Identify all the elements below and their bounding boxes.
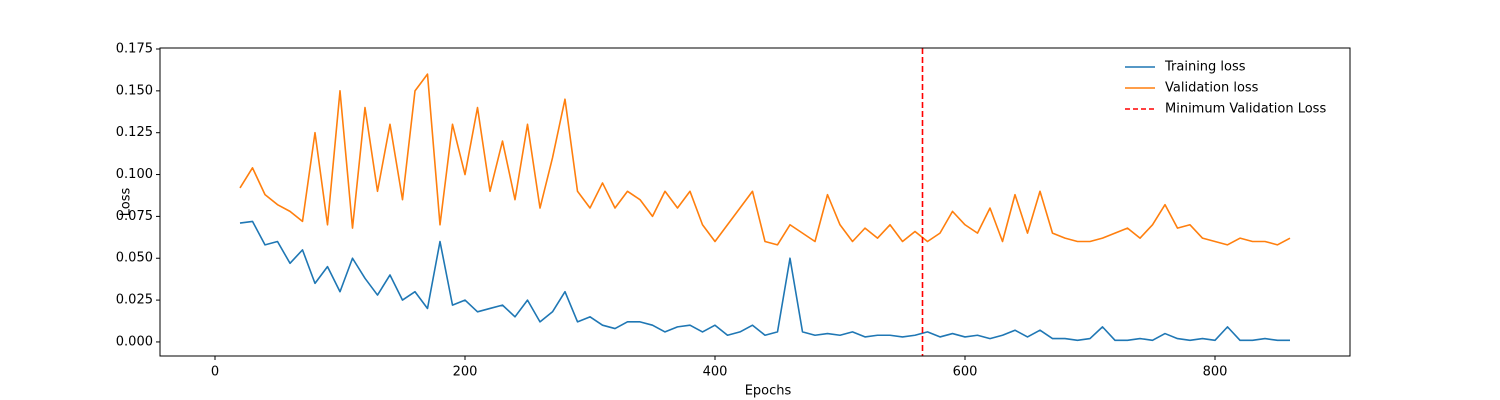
data-line <box>239 73 1291 246</box>
y-axis-label: Loss <box>119 188 134 217</box>
y-tick-label: 0.125 <box>116 125 153 140</box>
data-line <box>239 220 1290 342</box>
y-tick-label: 0.100 <box>116 167 153 182</box>
y-tick-label: 0.025 <box>116 293 153 308</box>
x-tick-label: 200 <box>453 365 478 380</box>
y-tick-label: 0.150 <box>116 83 153 98</box>
y-tick-label: 0.075 <box>116 209 153 224</box>
x-tick-label: 800 <box>1203 365 1228 380</box>
y-tick-label: 0.050 <box>116 251 153 266</box>
legend-label: Minimum Validation Loss <box>1165 102 1326 117</box>
legend-label: Training loss <box>1164 60 1246 75</box>
plot-frame <box>159 47 1351 357</box>
x-tick-label: 400 <box>703 365 728 380</box>
x-tick-label: 600 <box>953 365 978 380</box>
x-axis-label: Epochs <box>745 384 792 399</box>
x-tick-label: 0 <box>211 365 219 380</box>
y-tick-label: 0.175 <box>116 42 153 57</box>
y-tick-label: 0.000 <box>116 334 153 349</box>
legend-label: Validation loss <box>1165 81 1259 96</box>
